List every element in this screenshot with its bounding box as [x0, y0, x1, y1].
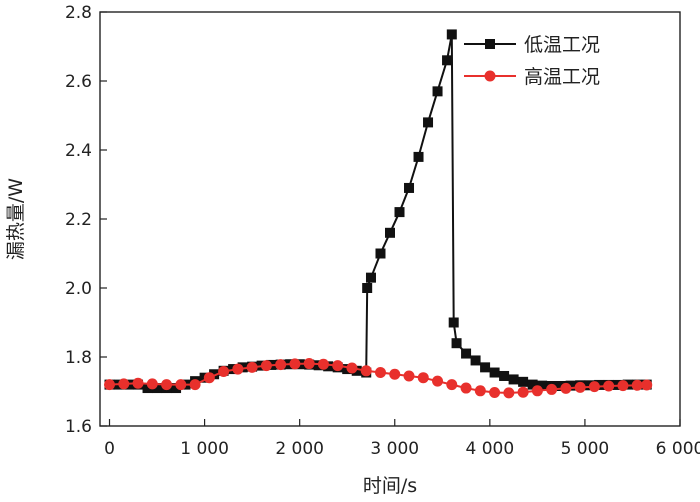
data-point: [560, 382, 572, 394]
x-tick-label: 4 000: [466, 439, 515, 459]
data-point: [474, 385, 486, 397]
x-tick-label: 2 000: [275, 439, 324, 459]
x-tick-label: 6 000: [656, 439, 700, 459]
data-point: [346, 362, 358, 374]
x-tick-label: 0: [104, 439, 115, 459]
data-point: [403, 370, 415, 382]
data-point: [603, 380, 615, 392]
data-point: [413, 151, 424, 162]
data-point: [246, 361, 258, 373]
x-axis-label: 时间/s: [363, 475, 417, 497]
legend-label: 高温工况: [524, 66, 600, 88]
data-point: [423, 117, 434, 128]
data-point: [480, 362, 491, 373]
data-point: [641, 379, 653, 391]
data-point: [394, 207, 405, 218]
data-point: [508, 374, 519, 385]
data-point: [260, 360, 272, 372]
data-point: [484, 70, 496, 82]
data-point: [451, 338, 462, 349]
data-point: [104, 379, 116, 391]
data-point: [460, 382, 472, 394]
data-point: [189, 379, 201, 391]
data-point: [303, 358, 315, 370]
data-point: [389, 368, 401, 380]
y-tick-label: 2.4: [65, 141, 92, 161]
data-point: [489, 387, 501, 399]
data-point: [546, 383, 558, 395]
data-point: [385, 227, 395, 238]
data-point: [360, 365, 372, 377]
data-point: [218, 365, 230, 377]
data-point: [374, 367, 386, 379]
legend-label: 低温工况: [524, 34, 600, 56]
y-tick-label: 2.6: [65, 72, 92, 92]
plot-series: [104, 29, 653, 399]
data-point: [175, 379, 187, 391]
y-tick-label: 2.0: [65, 279, 92, 299]
x-tick-label: 5 000: [561, 439, 610, 459]
data-point: [442, 55, 453, 66]
y-axis: 1.6 1.8 2.0 2.2 2.4 2.6 2.8: [65, 3, 107, 437]
data-point: [537, 380, 548, 391]
data-point: [142, 383, 153, 394]
data-point: [499, 370, 510, 381]
data-point: [432, 86, 443, 97]
data-point: [432, 375, 444, 387]
data-point: [517, 386, 529, 398]
data-point: [448, 317, 459, 328]
data-point: [332, 360, 344, 372]
data-point: [588, 381, 600, 393]
data-point: [209, 369, 220, 380]
data-point: [275, 359, 287, 371]
data-point: [171, 383, 182, 394]
x-tick-label: 3 000: [370, 439, 419, 459]
data-point: [631, 379, 643, 391]
data-point: [161, 379, 173, 391]
data-point: [489, 367, 500, 378]
data-point: [232, 363, 244, 375]
data-point: [118, 378, 130, 390]
y-tick-label: 2.2: [65, 210, 92, 230]
data-point: [574, 381, 586, 393]
data-point: [617, 380, 629, 392]
data-point: [132, 377, 144, 389]
data-point: [317, 358, 329, 370]
data-point: [518, 376, 529, 387]
data-point: [470, 355, 481, 366]
x-tick-label: 1 000: [180, 439, 229, 459]
data-point: [531, 385, 543, 397]
data-point: [461, 348, 472, 359]
data-point: [417, 372, 429, 384]
data-point: [404, 182, 415, 193]
series-2: [104, 358, 653, 399]
y-tick-label: 1.8: [65, 348, 92, 368]
data-point: [527, 379, 538, 390]
y-tick-label: 1.6: [65, 417, 92, 437]
data-point: [289, 358, 301, 370]
y-tick-label: 2.8: [65, 3, 92, 23]
data-point: [375, 248, 386, 259]
data-point: [446, 379, 458, 391]
data-point: [152, 383, 163, 394]
data-point: [365, 272, 376, 283]
data-point: [503, 387, 515, 399]
data-point: [362, 283, 373, 293]
data-point: [203, 372, 215, 384]
data-point: [446, 29, 457, 40]
data-point: [146, 378, 158, 390]
data-point: [485, 39, 495, 49]
y-axis-label: 漏热量/W: [5, 178, 27, 260]
x-axis: 0 1 000 2 000 3 000 4 000 5 000 6 000: [104, 419, 700, 459]
